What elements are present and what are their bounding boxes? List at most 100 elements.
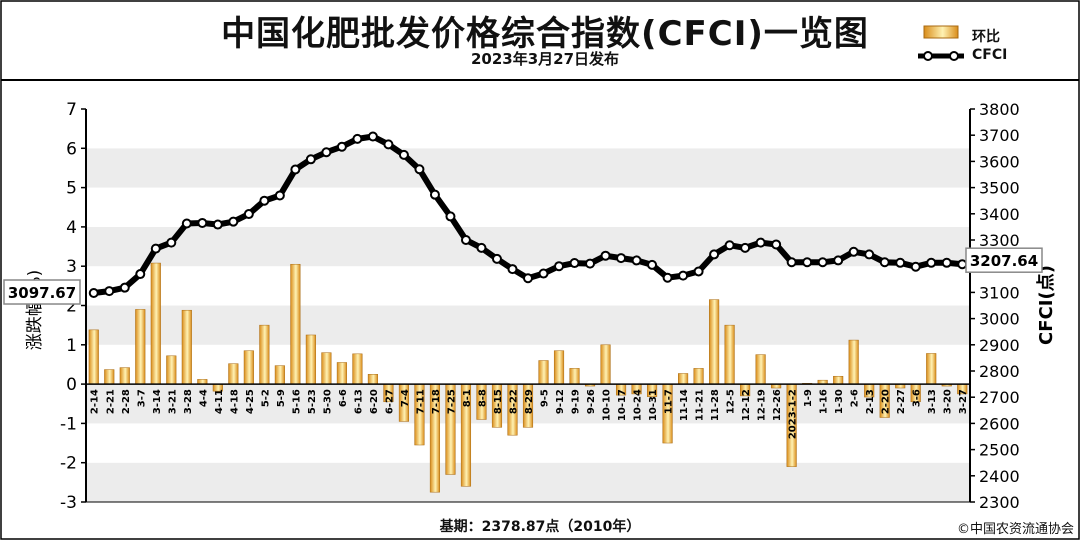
grid-band — [86, 109, 970, 149]
bar-11-14 — [678, 373, 689, 385]
bar-9-19 — [569, 368, 580, 385]
x-tick-label: 6-13 — [353, 389, 364, 414]
bar-3-14 — [150, 262, 161, 385]
x-tick-label: 5-2 — [260, 389, 271, 407]
x-tick-label: 8-1 — [462, 389, 473, 407]
x-tick-label: 3-7 — [136, 389, 147, 407]
right-axis-title: CFCI(点) — [1035, 265, 1057, 345]
legend-line-marker — [949, 51, 959, 61]
cfci-point-3-14 — [150, 243, 161, 254]
x-tick-label: 7-4 — [400, 389, 411, 407]
legend — [918, 25, 964, 61]
x-tick-label: 8-29 — [524, 389, 535, 414]
right-tick-label: 2800 — [979, 362, 1020, 381]
grid-band — [86, 148, 970, 188]
cfci-point-3-28 — [181, 218, 192, 229]
cfci-point-9-26 — [585, 258, 596, 269]
x-tick-label: 7-11 — [415, 389, 426, 414]
bar-5-30 — [321, 352, 332, 385]
right-tick-label: 3600 — [979, 152, 1020, 171]
x-tick-label: 9-5 — [540, 389, 551, 407]
x-tick-label: 4-18 — [229, 389, 240, 414]
cfci-point-2-28 — [119, 282, 130, 293]
cfci-point-10-10 — [600, 250, 611, 261]
cfci-point-2-21 — [104, 286, 115, 297]
bar-3-21 — [166, 355, 177, 385]
cfci-point-6-20 — [367, 131, 378, 142]
bar-2-21 — [104, 369, 115, 385]
x-tick-label: 11-14 — [679, 389, 690, 421]
cfci-point-2-27 — [895, 257, 906, 268]
bar-4-18 — [228, 363, 239, 385]
cfci-point-2023-1-2 — [786, 257, 797, 268]
cfci-point-5-16 — [290, 164, 301, 175]
x-tick-label: 11-21 — [695, 389, 706, 421]
x-tick-label: 4-25 — [245, 389, 256, 414]
cfci-point-9-19 — [569, 258, 580, 269]
bar-6-6 — [336, 362, 347, 385]
data-labels: 3097.67 3207.64 — [3, 247, 1043, 305]
x-tick-label: 2-20 — [881, 389, 892, 414]
cfci-point-8-1 — [460, 235, 471, 245]
x-tick-label: 3-27 — [958, 389, 969, 414]
cfci-point-11-14 — [678, 270, 689, 281]
bar-9-5 — [538, 360, 549, 385]
x-tick-label: 11-28 — [710, 389, 721, 421]
x-tick-label: 7-18 — [431, 389, 442, 414]
x-tick-label: 1-9 — [803, 389, 814, 407]
cfci-point-12-19 — [755, 237, 766, 248]
cfci-point-12-26 — [771, 239, 782, 250]
grid-bands — [86, 109, 970, 502]
bar-6-20 — [367, 374, 378, 385]
bar-9-12 — [553, 350, 565, 385]
grid-band — [86, 305, 970, 345]
x-tick-label: 4-11 — [214, 389, 225, 414]
cfci-point-2-6 — [848, 246, 859, 257]
x-tick-label: 2-21 — [105, 389, 116, 414]
last-value-box — [965, 247, 1043, 273]
grid-band — [86, 423, 970, 463]
cfci-point-5-23 — [305, 154, 316, 165]
x-tick-label: 7-25 — [446, 389, 457, 414]
cfci-point-8-8 — [476, 242, 487, 253]
cfci-point-8-29 — [523, 273, 533, 284]
cfci-point-10-31 — [647, 259, 658, 270]
bar-6-13 — [352, 353, 363, 385]
cfci-point-5-9 — [274, 190, 285, 201]
left-tick-label: -2 — [60, 454, 77, 474]
bar-3-28 — [181, 309, 192, 385]
cfci-point-12-12 — [740, 242, 751, 253]
x-tick-label: 1-16 — [819, 389, 830, 414]
x-tick-label: 3-14 — [152, 389, 163, 414]
legend-line-marker — [923, 51, 933, 61]
cfci-point-2-13 — [864, 249, 875, 260]
x-tick-label: 10-31 — [648, 389, 659, 421]
x-tick-label: 9-26 — [586, 389, 597, 414]
x-tick-label: 5-16 — [291, 389, 302, 414]
x-tick-label: 3-13 — [927, 389, 938, 414]
bar-11-28 — [709, 299, 720, 385]
bar-3-13 — [926, 353, 937, 385]
bar-5-9 — [274, 365, 285, 385]
left-tick-label: 7 — [66, 100, 77, 120]
cfci-point-1-9 — [802, 257, 813, 268]
cfci-point-7-11 — [414, 164, 425, 175]
x-tick-label: 4-4 — [198, 389, 209, 407]
right-tick-label: 2600 — [979, 414, 1020, 433]
x-tick-label: 2-27 — [896, 389, 907, 414]
cfci-point-4-18 — [228, 216, 239, 227]
bar-10-10 — [600, 344, 611, 385]
x-tick-label: 2-6 — [850, 389, 861, 407]
x-tick-label: 12-19 — [757, 389, 768, 421]
x-tick-label: 10-17 — [617, 389, 628, 421]
cfci-point-7-18 — [429, 189, 440, 200]
x-tick-label: 12-26 — [772, 389, 783, 421]
right-tick-label: 2700 — [979, 388, 1020, 407]
copyright-note: ©中国农资流通协会 — [956, 522, 1074, 537]
right-tick-label: 3000 — [979, 310, 1020, 329]
cfci-point-11-7 — [662, 272, 673, 283]
x-tick-label: 9-19 — [571, 389, 582, 414]
bar-2-6 — [848, 339, 859, 385]
